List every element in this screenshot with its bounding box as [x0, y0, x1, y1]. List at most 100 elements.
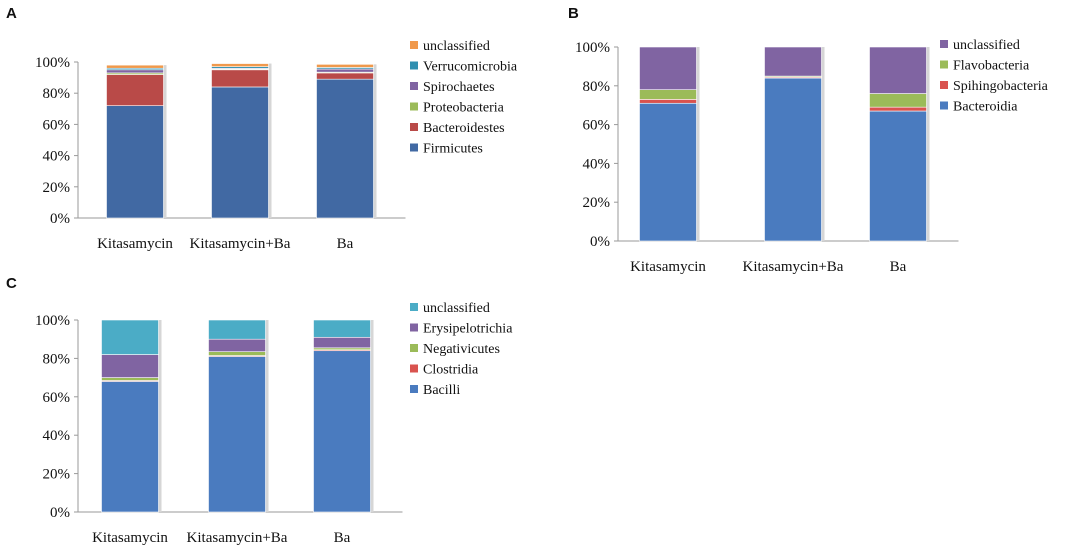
bar-segment: Bacteroidia: 67% — [869, 110, 927, 242]
bar-shadow — [373, 64, 377, 218]
legend-entry: Negativicutes — [423, 342, 500, 357]
panel-c-chart: C 0% 20% 40% 60% 80% 100% Bacilli: 68% Clostrid… — [6, 275, 513, 546]
y-tick-label: 40% — [43, 149, 71, 165]
y-tick-label: 100% — [35, 313, 70, 329]
legend-swatch — [940, 101, 948, 110]
legend-swatch — [410, 41, 418, 49]
y-tick-label: 0% — [50, 211, 70, 227]
y-tick-label: 60% — [43, 117, 71, 133]
bar-segment: Bacteroidestes: 20% — [106, 74, 164, 106]
bar-shadow — [163, 65, 167, 219]
bar-segment: Bacilli: 84% — [313, 350, 371, 513]
bar-segment: Bacilli: 81% — [208, 356, 266, 513]
y-tick-label: 40% — [583, 156, 611, 172]
y-tick-label: 60% — [43, 390, 71, 406]
category-label: Ba — [890, 259, 907, 275]
y-tick-label: 20% — [43, 467, 71, 483]
bar-shadow — [926, 47, 930, 241]
bar-segment: Spihingobacteria: 2% — [639, 99, 697, 104]
bar-segment: unclassified: 18% — [101, 319, 159, 355]
bar-segment: unclassified: 10% — [208, 319, 266, 340]
bar-shadow — [370, 320, 374, 512]
bar-shadow — [268, 63, 272, 219]
bar-shadow — [265, 320, 269, 512]
bar-segment: Spihingobacteria: 2% — [869, 106, 927, 112]
category-label: Kitasamycin — [97, 236, 173, 252]
y-tick-label: 80% — [43, 86, 71, 102]
legend-entry: Spirochaetes — [423, 80, 495, 95]
bar-segment: unclassified: 22% — [639, 46, 697, 90]
legend-entry: Proteobacteria — [423, 101, 505, 116]
bar-segment: Spirochaetes: 2% — [316, 68, 374, 73]
y-tick-label: 80% — [43, 351, 71, 367]
y-tick-label: 20% — [43, 180, 71, 196]
y-tick-label: 0% — [590, 234, 610, 250]
legend-swatch — [410, 364, 418, 373]
category-label: Kitasamycin — [630, 259, 706, 275]
bar-segment: Erysipelotrichia: 12% — [101, 354, 159, 378]
bar-segment: Bacteroidia: 84% — [764, 77, 822, 242]
legend-swatch — [940, 81, 948, 89]
y-tick-label: 40% — [43, 428, 71, 444]
legend-entry: Flavobacteria — [953, 59, 1030, 74]
category-label: Kitasamycin+Ba — [190, 236, 291, 252]
bar-segment: unclassified: 9% — [313, 319, 371, 338]
bar-segment: unclassified: 2% — [106, 64, 164, 69]
legend-swatch — [410, 344, 418, 352]
bar-segment: Bacteroidestes: 11% — [211, 69, 269, 88]
bar-segment: Firmicutes: 89% — [316, 78, 374, 219]
panel-b-label: B — [568, 5, 579, 22]
y-tick-label: 100% — [35, 55, 70, 71]
bar-segment: Firmicutes: 84% — [211, 86, 269, 219]
bar-segment: Bacilli: 68% — [101, 381, 159, 513]
bar-shadow — [696, 47, 700, 241]
panel-b-chart: B 0%20%40%60%80%100%Bacteroidia: 71%Spih… — [568, 5, 1049, 275]
bar-segment: Erysipelotrichia: 5.5% — [313, 336, 371, 349]
y-tick-label: 20% — [583, 195, 611, 211]
bar-segment: Negativicutes: 1.5% — [101, 377, 159, 381]
y-tick-label: 80% — [583, 79, 611, 95]
bar-segment: unclassified: 24% — [869, 46, 927, 94]
legend-entry: Firmicutes — [423, 142, 483, 157]
category-label: Kitasamycin+Ba — [743, 259, 844, 275]
y-tick-label: 60% — [583, 118, 611, 134]
legend-swatch — [410, 82, 418, 90]
bar-segment: Bacteroidia: 71% — [639, 102, 697, 242]
category-label: Ba — [334, 530, 351, 546]
bar-segment: Firmicutes: 72% — [106, 105, 164, 219]
bar-segment: Erysipelotrichia: 6.5% — [208, 338, 266, 352]
legend-entry: Bacteroidia — [953, 100, 1018, 115]
bar-segment: unclassified: 15% — [764, 46, 822, 77]
bar-segment: unclassified: 2% — [316, 64, 374, 68]
legend-swatch — [940, 40, 948, 48]
category-label: Ba — [337, 236, 354, 252]
legend-entry: unclassified — [423, 301, 490, 316]
legend-entry: Bacilli — [423, 383, 460, 398]
panel-a-chart: A 0%20%40%60%80%100%Firmicutes: 72%Bacte… — [6, 5, 518, 252]
legend-entry: Spihingobacteria — [953, 79, 1049, 94]
bar-segment: Flavobacteria: 5% — [639, 89, 697, 100]
bar-segment: Negativicutes: 2% — [208, 351, 266, 356]
bar-segment: Bacteroidestes: 4% — [316, 72, 374, 80]
legend-entry: Verrucomicrobia — [423, 60, 518, 75]
legend-entry: Clostridia — [423, 363, 479, 378]
category-label: Kitasamycin+Ba — [187, 530, 288, 546]
category-label: Kitasamycin — [92, 530, 168, 546]
legend-swatch — [410, 385, 418, 393]
legend-entry: Erysipelotrichia — [423, 322, 513, 337]
legend-swatch — [940, 60, 948, 69]
bar-segment: Flavobacteria: 7% — [869, 93, 927, 108]
legend-entry: unclassified — [423, 39, 490, 54]
legend-swatch — [410, 303, 418, 311]
panel-c-label: C — [6, 275, 17, 292]
y-tick-label: 100% — [575, 40, 610, 56]
legend-swatch — [410, 61, 418, 70]
bar-segment: unclassified: 2% — [211, 63, 269, 67]
bar-segment: Spirochaetes: 2% — [106, 69, 164, 74]
y-tick-label: 0% — [50, 505, 70, 521]
legend-swatch — [410, 102, 418, 111]
legend-swatch — [410, 143, 418, 152]
legend-entry: unclassified — [953, 38, 1020, 53]
bar-shadow — [821, 47, 825, 241]
